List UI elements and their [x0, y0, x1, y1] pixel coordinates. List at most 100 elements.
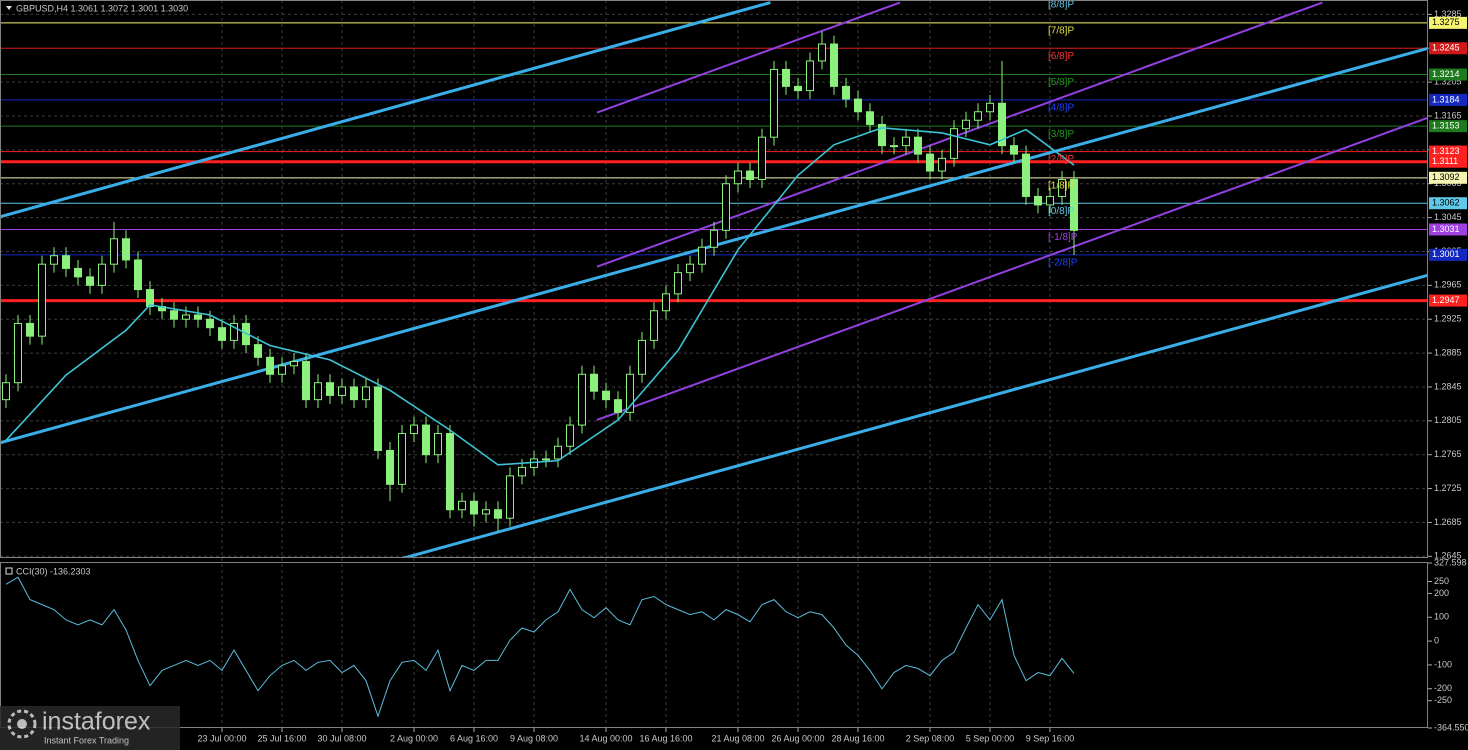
y-tick-label: 1.2685: [1434, 517, 1462, 527]
level-label-bg: [1429, 145, 1467, 158]
candle-body: [1022, 153, 1030, 197]
murray-label: [1/8]P: [1048, 180, 1074, 191]
candle-body: [254, 344, 262, 358]
murray-label: [0/8]P: [1048, 206, 1074, 217]
cci-tick-label: 0: [1434, 635, 1439, 645]
candle-body: [506, 475, 514, 519]
cci-tick-label: -250: [1434, 695, 1452, 705]
level-label: 1.3111: [1432, 156, 1458, 166]
candle-body: [326, 382, 334, 396]
candle-body: [626, 373, 634, 413]
trend-line: [398, 273, 1428, 558]
candle-body: [842, 85, 850, 100]
candle-body: [278, 365, 286, 375]
candle-body: [110, 238, 118, 265]
candle-body: [494, 509, 502, 519]
candle-body: [962, 119, 970, 130]
y-tick-label: 1.2805: [1434, 415, 1462, 425]
candle-body: [914, 136, 922, 155]
y-tick-label: 1.2885: [1434, 347, 1462, 357]
cci-tick-label: 100: [1434, 612, 1449, 622]
watermark-brand: instaforex: [42, 708, 151, 736]
y-tick-label: 1.2725: [1434, 483, 1462, 493]
y-tick-label: 1.2965: [1434, 280, 1462, 290]
candle-body: [26, 322, 34, 337]
level-label-bg: [1429, 16, 1467, 29]
x-tick-label: 2 Aug 00:00: [390, 733, 438, 743]
level-label-bg: [1429, 171, 1467, 184]
watermark: instaforex Instant Forex Trading: [0, 706, 180, 750]
x-tick-label: 2 Sep 08:00: [906, 733, 955, 743]
candle-body: [422, 424, 430, 456]
level-label: 1.3123: [1432, 146, 1460, 156]
axes: 1.2645 1.2685 1.2725 1.2765 1.2805 1.2845 1.28…: [197, 9, 1468, 744]
level-label: 1.2947: [1432, 295, 1460, 305]
x-tick-label: 25 Jul 16:00: [257, 733, 306, 743]
watermark-logo-core: [17, 719, 27, 729]
cci-tick-label: -200: [1434, 683, 1452, 693]
level-label: 1.3184: [1432, 94, 1460, 104]
candle-body: [806, 60, 814, 92]
candle-body: [662, 293, 670, 312]
candle-body: [14, 322, 22, 384]
price-frame: [0, 0, 1428, 558]
candle-body: [62, 255, 70, 269]
x-tick-label: 5 Sep 00:00: [966, 733, 1015, 743]
candle-body: [50, 255, 58, 265]
candle-body: [710, 229, 718, 248]
cci-line: [5, 576, 1075, 718]
x-tick-label: 26 Aug 00:00: [771, 733, 824, 743]
y-tick-label: 1.3205: [1434, 77, 1462, 87]
candle-body: [1046, 195, 1054, 206]
cci-tick-label: -100: [1434, 659, 1452, 669]
candle-body: [134, 259, 142, 291]
x-tick-label: 9 Aug 08:00: [510, 733, 558, 743]
candle-body: [482, 509, 490, 515]
candle-body: [410, 424, 418, 435]
candle-body: [734, 170, 742, 185]
indicator-icon: [5, 567, 13, 575]
level-label: 1.3245: [1432, 43, 1460, 53]
candle-body: [998, 102, 1006, 147]
level-label: 1.3062: [1432, 198, 1460, 208]
candle-body: [218, 327, 226, 341]
cci-tick-label: -364.550: [1434, 722, 1468, 732]
candle-body: [818, 43, 826, 62]
trend-line: [0, 1, 771, 219]
candle-body: [650, 310, 658, 341]
candle-body: [38, 263, 46, 337]
candle-body: [86, 276, 94, 286]
cci-frame: [0, 562, 1428, 728]
candle-body: [518, 466, 526, 477]
level-label-bg: [1429, 223, 1467, 236]
candle-body: [578, 373, 586, 426]
murray-label: [3/8]P: [1048, 129, 1074, 140]
candle-body: [338, 386, 346, 396]
level-label: 1.3153: [1432, 121, 1460, 131]
candle-body: [926, 153, 934, 172]
level-label: 1.3275: [1432, 17, 1460, 27]
candle-body: [122, 238, 130, 261]
level-label: 1.3214: [1432, 69, 1460, 79]
candle-body: [398, 433, 406, 485]
menu-icon: [6, 6, 12, 10]
cci-tick-label: 200: [1434, 588, 1449, 598]
level-label: 1.3001: [1432, 249, 1460, 259]
candle-body: [302, 361, 310, 401]
y-tick-label: 1.2925: [1434, 314, 1462, 324]
candle-body: [98, 263, 106, 286]
x-tick-label: 16 Aug 16:00: [639, 733, 692, 743]
y-tick-label: 1.3165: [1434, 110, 1462, 120]
murray-label: [-1/8]P: [1048, 232, 1078, 243]
cci-plot: [5, 576, 1075, 718]
candle-body: [566, 424, 574, 447]
murray-label: [6/8]P: [1048, 51, 1074, 62]
candle-body: [170, 310, 178, 320]
candle-body: [446, 433, 454, 511]
price-plot: [8/8]P [7/8]P [6/8]P [5/8]P [4/8]P [3/8]P [2/8…: [0, 0, 1428, 558]
murray-label: [-2/8]P: [1048, 258, 1078, 269]
candle-body: [542, 458, 550, 461]
